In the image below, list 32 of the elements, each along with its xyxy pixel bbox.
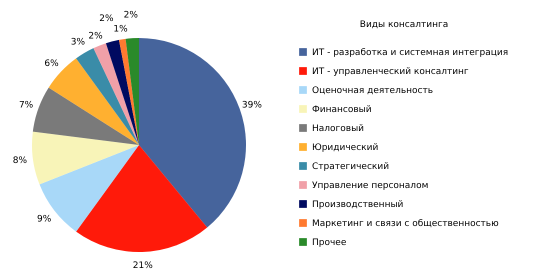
pie-slice [32,132,139,184]
data-label: 21% [132,260,154,271]
data-label: 8% [12,156,28,166]
data-label: 2% [99,14,114,24]
legend-title: Виды консалтинга [360,20,448,30]
pie-slice [76,48,139,145]
legend-label: Стратегический [312,162,390,172]
legend-label: Производственный [312,200,404,210]
legend-label: ИТ - управленческий консалтинг [312,67,469,77]
pie-slice [126,38,139,145]
legend-label: Юридический [312,143,378,153]
data-label: 2% [88,31,104,42]
pie-slice [32,88,139,145]
legend-label: Оценочная деятельность [312,86,434,96]
legend-label: Финансовый [312,105,372,115]
data-label: 39% [242,100,262,110]
pie-slice [93,43,139,145]
data-label: 9% [37,214,52,225]
data-label: 6% [44,58,60,69]
legend-label: Управление персоналом [312,181,428,191]
data-label: 3% [70,38,86,48]
legend-label: Налоговый [312,124,364,134]
data-label: 2% [124,10,138,20]
legend-label: ИТ - разработка и системная интеграция [312,48,508,58]
data-label: 1% [113,24,128,34]
data-label: 7% [18,100,34,110]
legend-label: Прочее [312,238,347,248]
pie-slice [40,145,139,232]
pie-slice [76,145,208,252]
pie-slice [106,40,139,145]
legend-label: Маркетинг и связи с общественностью [312,219,500,229]
pie-slice [118,38,139,145]
